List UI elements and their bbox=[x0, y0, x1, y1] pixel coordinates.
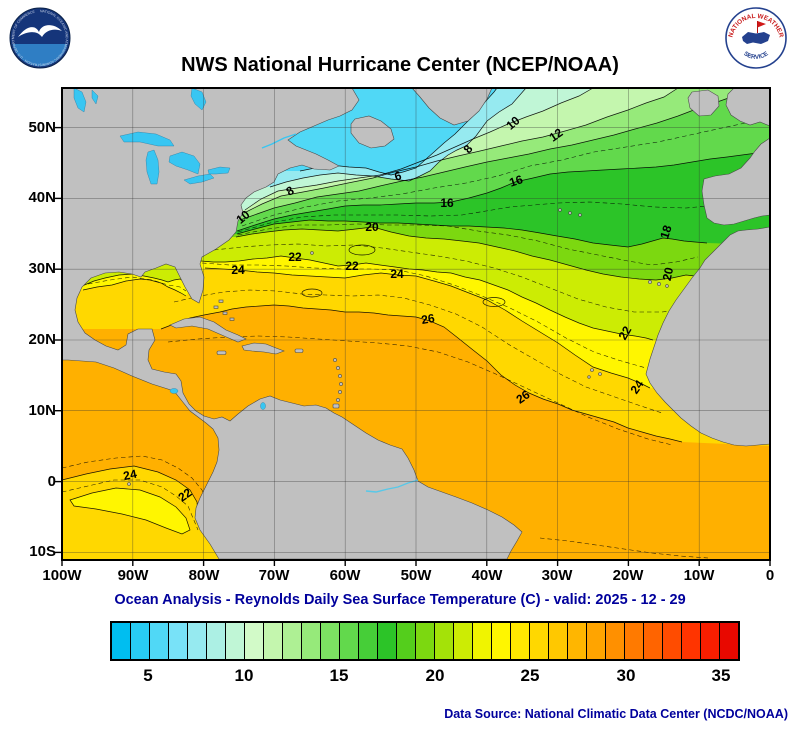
noaa-logo-globe bbox=[12, 44, 68, 67]
ireland-landmass bbox=[687, 89, 720, 117]
greenland-tip-landmass bbox=[411, 87, 493, 126]
noaa-logo: NATIONAL OCEANIC AND ATMOSPHERIC ADMINIS… bbox=[9, 7, 71, 69]
y-axis-label: 30N bbox=[28, 260, 56, 277]
contour-lines-solid bbox=[61, 87, 771, 535]
noaa-seagull-icon bbox=[18, 25, 62, 37]
lake-huron bbox=[168, 151, 201, 175]
nws-ring-text-bottom: SERVICE bbox=[742, 50, 769, 61]
puerto-rico-island bbox=[294, 348, 304, 353]
colorbar-tick: 20 bbox=[425, 666, 445, 685]
x-axis-label: 80W bbox=[188, 567, 220, 584]
y-axis-label: 20N bbox=[28, 331, 56, 348]
nws-storm-flag-icon bbox=[757, 21, 766, 28]
temperature-colorbar bbox=[110, 621, 740, 661]
cuba-island bbox=[169, 316, 247, 343]
x-axis-label: 10W bbox=[683, 567, 715, 584]
nws-map-icon bbox=[742, 32, 770, 44]
y-axis-label: 40N bbox=[28, 189, 56, 206]
lesser-antilles-islands bbox=[332, 358, 343, 409]
axis-ticks bbox=[55, 126, 771, 566]
st-lawrence-river bbox=[261, 133, 297, 149]
lakes bbox=[73, 87, 419, 493]
colorbar-tick: 5 bbox=[143, 666, 153, 685]
x-axis-label: 70W bbox=[258, 567, 290, 584]
contour-label: 22 bbox=[345, 259, 359, 273]
bahamas-islands bbox=[213, 299, 235, 321]
lake-maracaibo bbox=[260, 402, 266, 410]
colorbar-tick: 15 bbox=[329, 666, 349, 685]
atlantic-small-islands bbox=[127, 208, 669, 486]
contour-label: 22 bbox=[288, 250, 302, 264]
lake-winnipeg bbox=[73, 87, 87, 113]
y-axis-label: 50N bbox=[28, 119, 56, 136]
colorbar-tick: 10 bbox=[234, 666, 254, 685]
x-axis-label: 100W bbox=[42, 567, 82, 584]
africa-landmass bbox=[645, 226, 771, 447]
x-axis-label: 60W bbox=[329, 567, 361, 584]
contour-label: 20 bbox=[365, 220, 379, 234]
x-axis-label: 30W bbox=[541, 567, 573, 584]
lake-nicaragua bbox=[169, 388, 179, 394]
contour-label: 22 bbox=[616, 323, 635, 342]
x-axis-label: 90W bbox=[117, 567, 149, 584]
lake-superior bbox=[119, 131, 175, 147]
iberia-france-landmass bbox=[701, 137, 771, 226]
contour-label: 24 bbox=[231, 263, 245, 277]
sst-map: 10 8 6 8 10 12 16 16 20 18 22 22 24 24 2… bbox=[55, 87, 771, 566]
jamaica-island bbox=[216, 350, 227, 355]
y-axis-label: 10N bbox=[28, 402, 56, 419]
contour-label: 6 bbox=[393, 168, 403, 183]
y-axis-label: 0 bbox=[47, 473, 56, 490]
chart-subtitle: Ocean Analysis - Reynolds Daily Sea Surf… bbox=[114, 592, 686, 608]
colorbar-tick: 35 bbox=[711, 666, 731, 685]
x-axis-label: 0 bbox=[765, 567, 775, 584]
graticule bbox=[62, 88, 770, 560]
lake-michigan bbox=[145, 149, 160, 185]
contour-label: 16 bbox=[507, 172, 524, 190]
amazon-river bbox=[365, 479, 419, 493]
england-landmass bbox=[725, 87, 771, 127]
nws-logo: NATIONAL WEATHER SERVICE bbox=[725, 7, 787, 69]
x-axis-label: 40W bbox=[471, 567, 503, 584]
lake-erie bbox=[183, 173, 215, 185]
colorbar-tick: 30 bbox=[616, 666, 636, 685]
contour-label: 18 bbox=[657, 223, 675, 240]
x-axis-label: 50W bbox=[400, 567, 432, 584]
newfoundland-island bbox=[350, 115, 395, 149]
james-bay bbox=[190, 87, 207, 111]
canadian-lake bbox=[91, 89, 99, 105]
lake-ontario bbox=[207, 166, 231, 175]
contour-label: 26 bbox=[420, 311, 436, 327]
y-axis-label: 10S bbox=[29, 543, 56, 560]
hispaniola-island bbox=[241, 342, 285, 355]
contour-label: 16 bbox=[440, 196, 454, 210]
landmasses bbox=[61, 87, 771, 560]
contour-label: 24 bbox=[122, 467, 138, 484]
colorbar-tick: 25 bbox=[520, 666, 540, 685]
americas-landmass bbox=[61, 87, 523, 560]
page-title: NWS National Hurricane Center (NCEP/NOAA… bbox=[181, 54, 619, 76]
map-frame bbox=[61, 87, 771, 561]
data-source-note: Data Source: National Climatic Data Cent… bbox=[444, 707, 788, 721]
x-axis-label: 20W bbox=[612, 567, 644, 584]
contour-label: 24 bbox=[390, 267, 404, 281]
contour-label: 20 bbox=[660, 266, 677, 282]
